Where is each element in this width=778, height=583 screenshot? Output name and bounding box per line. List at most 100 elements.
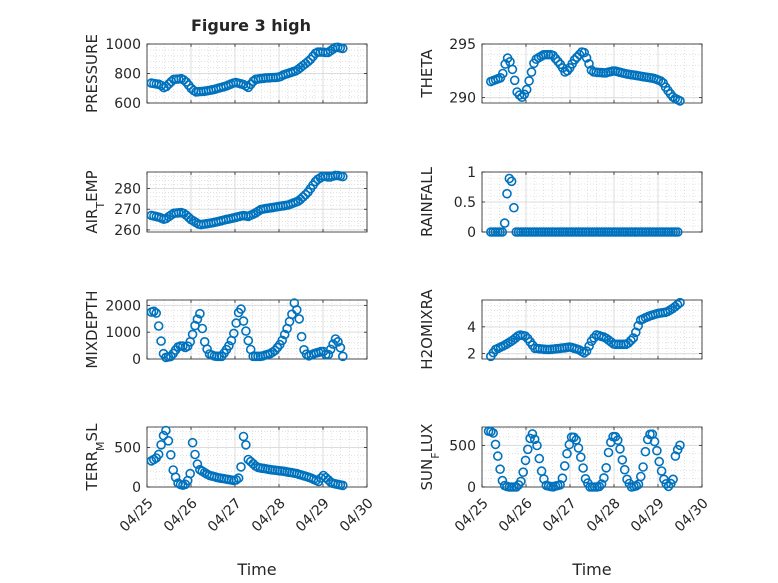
y-tick-label: 0 bbox=[132, 480, 141, 496]
data-point bbox=[581, 53, 592, 63]
data-point bbox=[638, 462, 648, 472]
data-point bbox=[294, 314, 305, 324]
x-tick-label: 04/28 bbox=[249, 495, 289, 535]
data-point bbox=[520, 331, 531, 341]
data-point bbox=[596, 479, 607, 489]
data-point bbox=[532, 440, 542, 451]
data-point bbox=[562, 65, 573, 76]
data-point bbox=[522, 444, 533, 455]
data-point bbox=[599, 473, 609, 483]
data-point bbox=[578, 463, 588, 473]
data-point bbox=[524, 76, 534, 86]
data-point bbox=[573, 443, 584, 453]
data-point bbox=[584, 341, 594, 351]
y-tick-label: 290 bbox=[449, 91, 476, 107]
data-point bbox=[626, 335, 636, 346]
data-point bbox=[516, 476, 526, 487]
data-point bbox=[291, 305, 302, 315]
data-point bbox=[656, 466, 667, 476]
data-point bbox=[149, 306, 159, 317]
y-axis-label: PRESSURE bbox=[83, 34, 101, 113]
x-tick-label: 04/26 bbox=[496, 495, 536, 535]
x-tick-label: 04/25 bbox=[117, 495, 157, 535]
y-tick-label: 280 bbox=[114, 182, 141, 198]
y-tick-label: 2000 bbox=[105, 298, 141, 314]
data-point bbox=[670, 451, 681, 461]
data-point bbox=[617, 455, 628, 465]
data-point bbox=[277, 335, 288, 346]
data-point bbox=[236, 462, 246, 472]
y-tick-label: 600 bbox=[114, 96, 141, 112]
data-point bbox=[655, 76, 666, 86]
subplot-air_temp: 260 270 280 AIRTEMP bbox=[83, 170, 368, 239]
data-point bbox=[550, 53, 561, 64]
data-point bbox=[178, 75, 189, 85]
data-point bbox=[303, 56, 313, 67]
data-point bbox=[337, 351, 348, 362]
data-point bbox=[499, 218, 510, 228]
data-point bbox=[153, 321, 164, 331]
x-tick-label: 04/27 bbox=[205, 495, 245, 535]
data-point bbox=[672, 227, 683, 237]
subplot-terr_msl: 0 500 04/25 04/26 04/27 04/28 04/29 04/30 Time TE… bbox=[83, 423, 377, 579]
data-point bbox=[337, 171, 348, 182]
data-point bbox=[156, 336, 166, 346]
data-point bbox=[187, 437, 198, 448]
data-point bbox=[328, 339, 338, 349]
x-axis-label: Time bbox=[571, 560, 611, 579]
subplot-sun_flux: 0 500 04/25 04/26 04/27 04/28 04/29 04/30 Time SU… bbox=[418, 424, 712, 579]
data-point bbox=[526, 67, 537, 77]
data-point bbox=[509, 75, 520, 86]
y-tick-label: 500 bbox=[114, 441, 141, 457]
data-point bbox=[166, 351, 176, 362]
x-tick-label: 04/25 bbox=[452, 495, 492, 535]
data-point bbox=[323, 349, 334, 360]
data-point bbox=[190, 449, 200, 460]
y-tick-label: 1000 bbox=[105, 325, 141, 341]
y-tick-label: 0 bbox=[132, 352, 141, 368]
data-point bbox=[635, 471, 646, 482]
y-tick-label: 4 bbox=[467, 320, 476, 336]
data-point bbox=[569, 54, 580, 65]
data-point bbox=[511, 482, 522, 492]
subplot-h2omixra: 2 4 H2OMIXRA bbox=[418, 289, 703, 370]
data-point bbox=[241, 440, 251, 450]
y-axis-label: THETA bbox=[418, 49, 436, 99]
data-point bbox=[337, 43, 348, 54]
data-point bbox=[581, 346, 592, 356]
data-point bbox=[241, 326, 251, 336]
data-point bbox=[518, 467, 529, 478]
x-tick-label: 04/30 bbox=[337, 495, 377, 535]
data-point bbox=[490, 439, 501, 450]
data-point bbox=[557, 473, 568, 484]
data-point bbox=[562, 448, 572, 459]
data-point bbox=[187, 329, 198, 340]
data-point bbox=[640, 446, 651, 457]
data-point bbox=[668, 474, 678, 485]
data-point bbox=[633, 320, 644, 331]
figure-title: Figure 3 high bbox=[191, 16, 311, 35]
data-point bbox=[527, 429, 538, 439]
data-point bbox=[520, 455, 531, 466]
y-tick-label: 1000 bbox=[105, 37, 141, 53]
x-tick-label: 04/28 bbox=[584, 495, 624, 535]
y-axis-label: H2OMIXRA bbox=[418, 289, 436, 370]
data-point bbox=[300, 189, 311, 200]
data-point bbox=[153, 449, 164, 460]
data-point bbox=[158, 430, 169, 441]
axes-box bbox=[146, 426, 368, 488]
y-axis-label: SUNFLUX bbox=[418, 424, 442, 491]
data-point bbox=[229, 328, 239, 339]
data-point bbox=[224, 340, 234, 351]
data-point bbox=[236, 304, 246, 314]
data-point bbox=[661, 478, 672, 489]
data-point bbox=[161, 425, 171, 436]
data-point bbox=[675, 96, 685, 106]
data-point bbox=[612, 435, 623, 446]
y-tick-label: 0 bbox=[467, 225, 476, 241]
data-point bbox=[649, 436, 660, 447]
data-point bbox=[166, 449, 176, 460]
data-point bbox=[488, 428, 499, 438]
axes-box bbox=[481, 43, 703, 104]
